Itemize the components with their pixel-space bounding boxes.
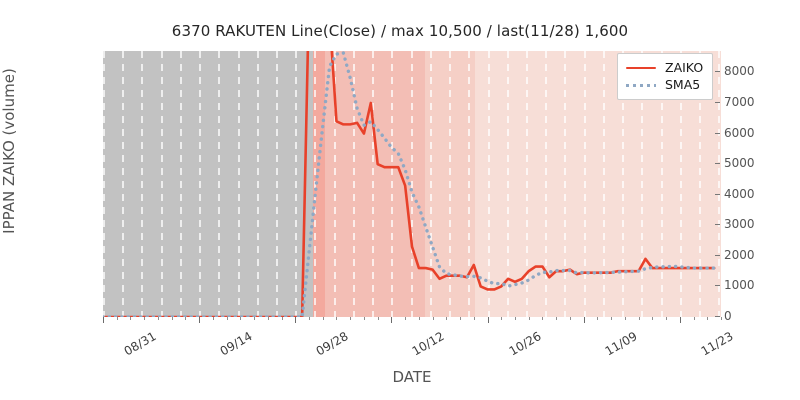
x-tick-minor <box>267 317 269 320</box>
x-tick-minor <box>185 317 187 320</box>
x-tick-minor <box>350 317 352 320</box>
x-tick-minor <box>377 317 379 320</box>
x-tick-minor <box>212 317 214 320</box>
x-tick-minor <box>405 317 407 320</box>
x-tick-minor <box>418 317 420 320</box>
legend-label: SMA5 <box>665 77 701 92</box>
x-tick-minor <box>254 317 256 320</box>
x-tick-minor <box>597 317 599 320</box>
band-pink-deep <box>313 51 325 317</box>
legend-swatch-zaiko <box>626 62 656 74</box>
x-tick-minor <box>638 317 640 320</box>
x-tick-label: 09/28 <box>313 329 351 359</box>
x-tick-minor <box>171 317 173 320</box>
x-tick-minor <box>473 317 475 320</box>
x-tick-minor <box>611 317 613 320</box>
legend-label: ZAIKO <box>665 60 704 75</box>
x-tick-minor <box>652 317 654 320</box>
x-tick-minor <box>501 317 503 320</box>
legend-swatch-sma5 <box>626 79 656 91</box>
x-tick-minor <box>721 317 722 320</box>
x-tick-major <box>679 317 681 323</box>
y-tick-label: 1000 <box>715 278 755 292</box>
x-tick-major <box>487 317 489 323</box>
x-tick-major <box>391 317 393 323</box>
x-tick-minor <box>116 317 118 320</box>
legend-item-zaiko[interactable]: ZAIKO <box>626 59 703 76</box>
x-tick-minor <box>542 317 544 320</box>
y-tick-label: 6000 <box>715 126 755 140</box>
y-axis-label: IPPAN ZAIKO (volume) <box>0 68 18 234</box>
x-tick-minor <box>363 317 365 320</box>
x-tick-minor <box>240 317 242 320</box>
band-gray <box>103 51 314 317</box>
x-tick-minor <box>515 317 516 320</box>
series-line-sma5 <box>103 51 716 317</box>
x-tick-label: 11/09 <box>602 329 640 359</box>
y-tick-label: 3000 <box>715 217 755 231</box>
x-tick-minor <box>281 317 283 320</box>
chart-title: 6370 RAKUTEN Line(Close) / max 10,500 / … <box>171 22 629 40</box>
x-tick-minor <box>460 317 462 320</box>
x-axis-label: DATE <box>392 368 432 386</box>
x-tick-minor <box>624 317 626 320</box>
y-tick-label: 7000 <box>715 95 755 109</box>
x-tick-minor <box>336 317 338 320</box>
y-tick-label: 2000 <box>715 248 755 262</box>
x-tick-major <box>583 317 585 323</box>
chart-legend: ZAIKO SMA5 <box>617 53 714 100</box>
series-layer <box>103 51 721 317</box>
x-tick-label: 08/31 <box>121 329 159 359</box>
legend-item-sma5[interactable]: SMA5 <box>626 76 703 93</box>
x-tick-minor <box>309 317 310 320</box>
x-tick-label: 10/26 <box>506 329 544 359</box>
y-tick-label: 4000 <box>715 187 755 201</box>
x-tick-minor <box>322 317 324 320</box>
x-tick-label: 11/23 <box>698 329 736 359</box>
x-tick-minor <box>130 317 132 320</box>
y-tick-label: 0 <box>715 309 732 323</box>
x-tick-minor <box>693 317 695 320</box>
x-tick-minor <box>707 317 709 320</box>
x-tick-minor <box>157 317 159 320</box>
x-tick-label: 10/12 <box>410 329 447 359</box>
x-tick-minor <box>569 317 571 320</box>
x-tick-major <box>295 317 297 323</box>
x-tick-minor <box>226 317 228 320</box>
y-tick-label: 5000 <box>715 156 755 170</box>
x-tick-minor <box>528 317 530 320</box>
y-tick-label: 8000 <box>715 64 755 78</box>
x-tick-minor <box>666 317 668 320</box>
x-tick-minor <box>144 317 146 320</box>
x-tick-major <box>103 317 104 323</box>
x-tick-minor <box>446 317 448 320</box>
x-tick-minor <box>432 317 434 320</box>
x-tick-minor <box>556 317 558 320</box>
x-tick-major <box>199 317 201 323</box>
x-tick-label: 09/14 <box>217 329 255 359</box>
